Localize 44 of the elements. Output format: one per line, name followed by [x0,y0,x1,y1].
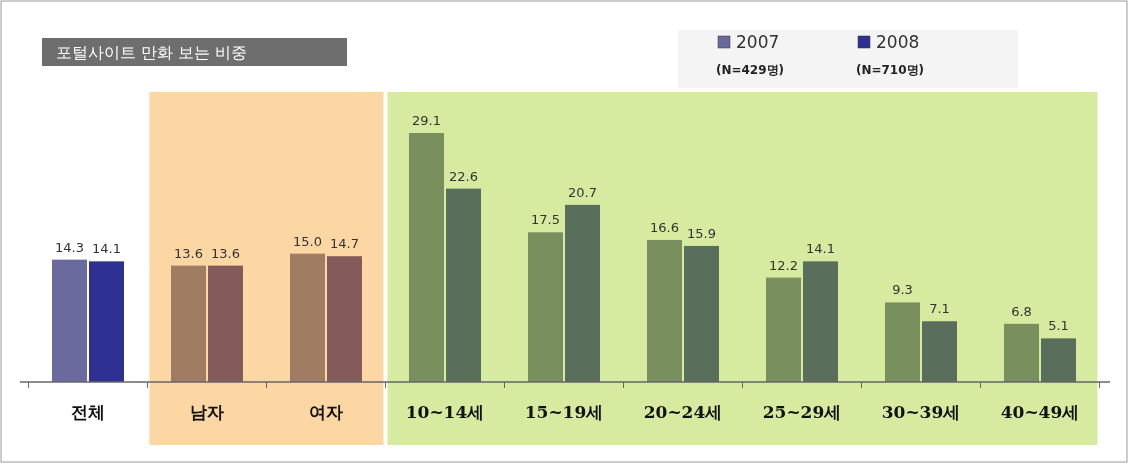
bar [171,265,206,382]
x-tick-label: 40~49세 [1000,402,1080,422]
data-label: 14.7 [330,236,359,252]
x-tick-label: 10~14세 [405,402,485,422]
bar [89,261,124,382]
text: (N=429명) [715,63,785,77]
chart-title: 포털사이트 만화 보는 비중 [56,43,248,62]
x-tick-label: 15~19세 [524,402,604,422]
data-label: 15.0 [293,233,322,249]
legend-label: 2008 [876,32,920,52]
data-label: 15.9 [687,225,716,241]
data-label: 13.6 [174,245,203,261]
bar [208,265,243,382]
data-label: 9.3 [892,282,913,298]
bar [327,256,362,382]
data-label: 13.6 [211,245,240,261]
data-label: 16.6 [650,219,679,235]
data-label: 7.1 [929,301,950,317]
bar [647,239,682,382]
bar [1004,323,1039,382]
data-label: 14.3 [55,239,84,255]
bar [52,259,87,382]
legend-label: 2007 [736,32,780,52]
data-label: 6.8 [1011,303,1032,319]
x-tick-label: 여자 [309,402,343,422]
data-label: 14.1 [92,241,121,257]
data-label: 22.6 [449,168,478,184]
text: (N=710명) [855,63,925,77]
x-tick-label: 전체 [71,402,105,422]
x-tick-label: 25~29세 [762,402,842,422]
data-label: 20.7 [568,184,597,200]
data-label: 5.1 [1048,318,1069,334]
bar [766,277,801,382]
data-label: 29.1 [412,113,441,128]
bar [290,253,325,382]
x-tick-label: 20~24세 [643,402,723,422]
x-tick-label: 30~39세 [881,402,961,422]
bar [409,133,444,382]
bar [528,232,563,382]
x-tick-label: 남자 [190,402,224,422]
bar [885,302,920,382]
data-label: 14.1 [806,241,835,257]
data-label: 12.2 [769,257,798,273]
data-label: 17.5 [531,212,560,228]
